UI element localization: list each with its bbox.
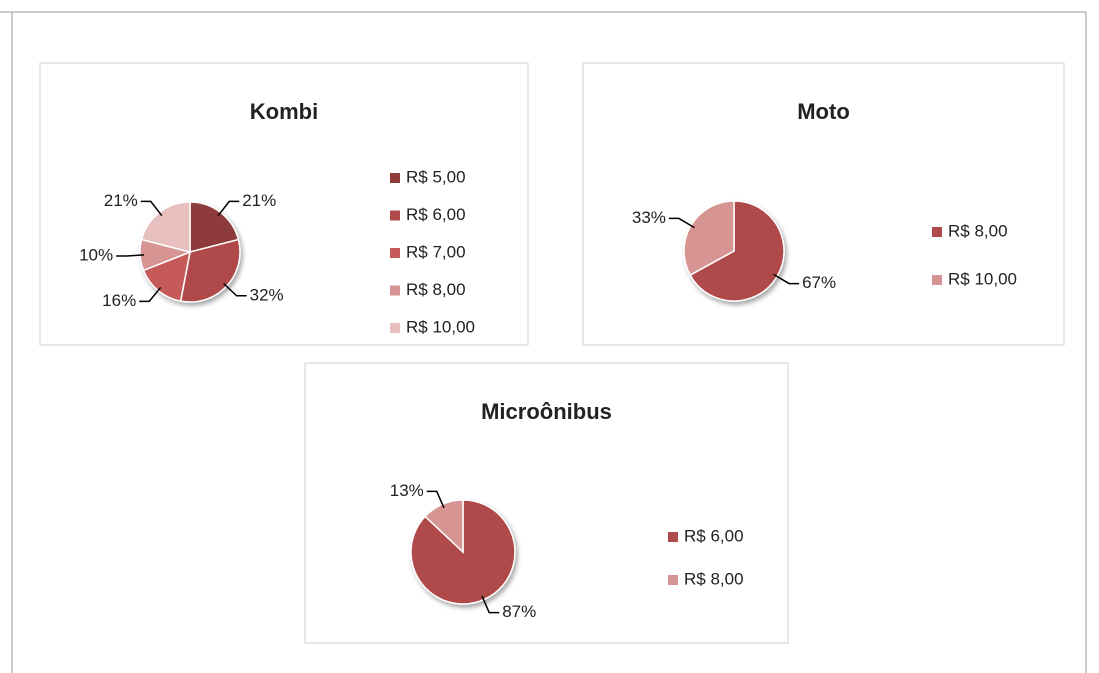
data-label: 67% (802, 273, 836, 292)
data-label: 21% (242, 191, 276, 210)
leader-line (217, 200, 240, 217)
legend-label: R$ 8,00 (406, 280, 466, 299)
legend-label: R$ 6,00 (684, 526, 744, 545)
legend-swatch (668, 575, 678, 585)
leader-line (668, 217, 695, 229)
pie (139, 201, 241, 303)
leader-line (223, 282, 247, 297)
leader-line (116, 254, 145, 257)
legend-label: R$ 10,00 (406, 317, 475, 336)
legend-swatch (390, 248, 400, 258)
chart-title: Moto (797, 99, 850, 124)
data-label: 87% (502, 602, 536, 621)
chart-title: Microônibus (481, 399, 612, 424)
leader-line (481, 595, 500, 614)
chart-box (304, 362, 789, 644)
legend-swatch (932, 227, 942, 237)
legend-swatch (390, 173, 400, 183)
legend-label: R$ 7,00 (406, 242, 466, 261)
data-label: 13% (390, 481, 424, 500)
legend-label: R$ 8,00 (684, 569, 744, 588)
legend-label: R$ 6,00 (406, 205, 466, 224)
data-label: 10% (79, 246, 113, 265)
data-label: 21% (104, 191, 138, 210)
chart-title: Kombi (250, 99, 318, 124)
legend-label: R$ 8,00 (948, 221, 1008, 240)
chart-box (39, 62, 529, 346)
leader-line (426, 490, 445, 509)
leader-line (140, 200, 163, 217)
data-label: 32% (250, 285, 284, 304)
legend-label: R$ 10,00 (948, 269, 1017, 288)
pie (410, 499, 516, 605)
leader-line (773, 273, 800, 285)
legend-swatch (668, 532, 678, 542)
legend-swatch (932, 275, 942, 285)
chart-box (582, 62, 1065, 346)
pie (683, 200, 785, 302)
legend-swatch (390, 285, 400, 296)
legend-swatch (390, 323, 400, 333)
legend-swatch (390, 210, 400, 221)
data-label: 33% (632, 208, 666, 227)
legend-label: R$ 5,00 (406, 167, 466, 186)
data-label: 16% (102, 291, 136, 310)
leader-line (139, 286, 162, 303)
